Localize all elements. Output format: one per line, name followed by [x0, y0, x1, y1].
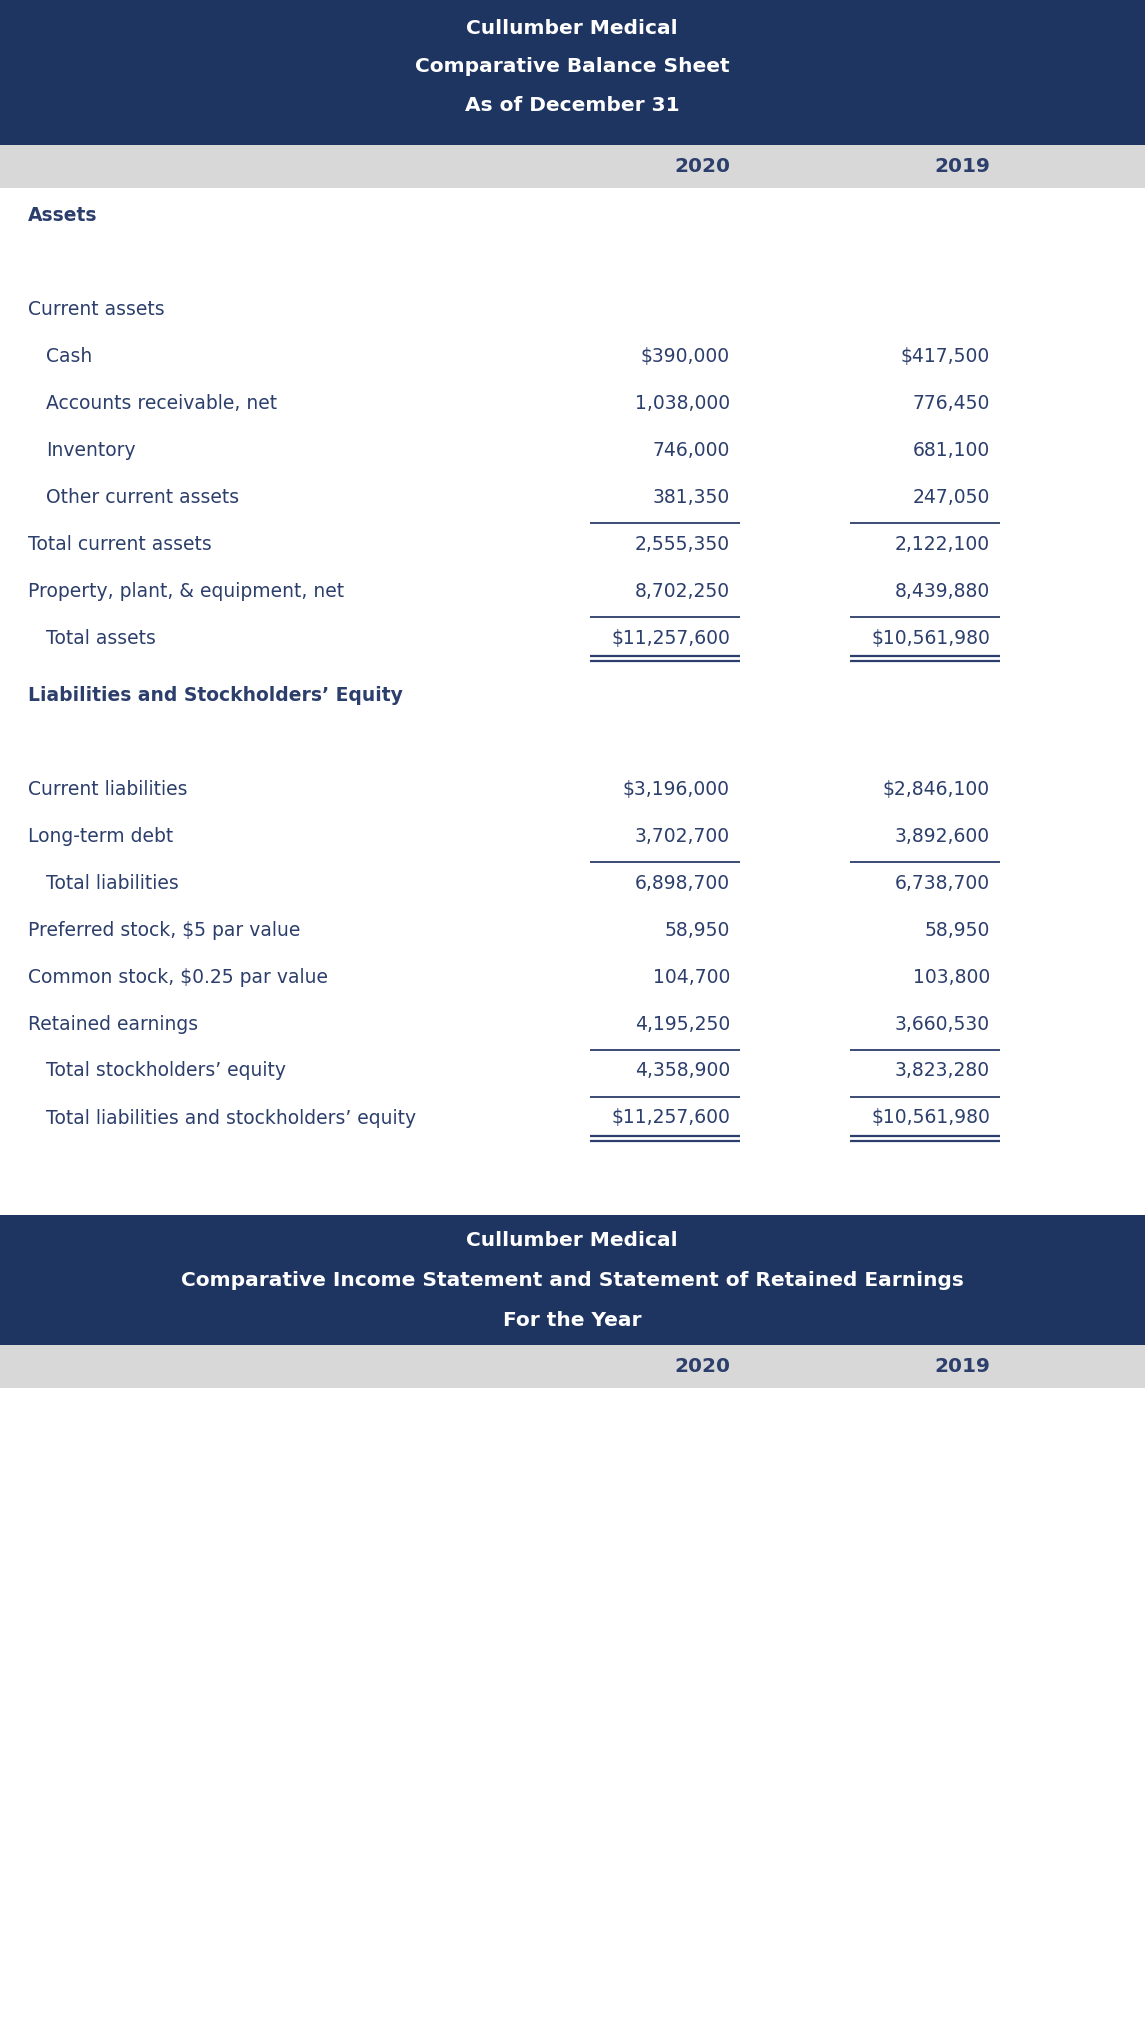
Text: $10,561,980: $10,561,980	[871, 1109, 990, 1127]
Text: Cullumber Medical: Cullumber Medical	[466, 1230, 678, 1250]
Text: $11,257,600: $11,257,600	[611, 1109, 731, 1127]
Text: 3,660,530: 3,660,530	[895, 1014, 990, 1034]
Text: 776,450: 776,450	[913, 394, 990, 413]
Text: $2,846,100: $2,846,100	[883, 779, 990, 799]
Text: 103,800: 103,800	[913, 967, 990, 987]
Text: Common stock, $0.25 par value: Common stock, $0.25 par value	[27, 967, 327, 987]
Text: 381,350: 381,350	[653, 488, 731, 506]
Text: 58,950: 58,950	[925, 920, 990, 939]
Text: 2,122,100: 2,122,100	[895, 534, 990, 554]
Text: Total current assets: Total current assets	[27, 534, 212, 554]
Text: 6,738,700: 6,738,700	[895, 874, 990, 892]
Text: 58,950: 58,950	[664, 920, 731, 939]
Text: Comparative Income Statement and Statement of Retained Earnings: Comparative Income Statement and Stateme…	[181, 1270, 963, 1289]
Text: Total stockholders’ equity: Total stockholders’ equity	[46, 1062, 286, 1080]
Text: 3,892,600: 3,892,600	[895, 827, 990, 846]
Text: As of December 31: As of December 31	[465, 95, 679, 115]
Bar	[0, 146, 1145, 188]
Text: 247,050: 247,050	[913, 488, 990, 506]
Text: Comparative Balance Sheet: Comparative Balance Sheet	[414, 57, 729, 75]
Text: Current liabilities: Current liabilities	[27, 779, 188, 799]
Bar	[0, 1216, 1145, 1345]
Text: Property, plant, & equipment, net: Property, plant, & equipment, net	[27, 581, 345, 601]
Text: Inventory: Inventory	[46, 441, 135, 459]
Text: 2,555,350: 2,555,350	[634, 534, 731, 554]
Bar	[0, 1345, 1145, 1388]
Text: Liabilities and Stockholders’ Equity: Liabilities and Stockholders’ Equity	[27, 686, 403, 704]
Text: 3,823,280: 3,823,280	[895, 1062, 990, 1080]
Text: 8,702,250: 8,702,250	[634, 581, 731, 601]
Text: Cullumber Medical: Cullumber Medical	[466, 18, 678, 38]
Text: Total liabilities: Total liabilities	[46, 874, 179, 892]
Text: Current assets: Current assets	[27, 299, 165, 318]
Text: $390,000: $390,000	[641, 346, 731, 366]
Text: 104,700: 104,700	[653, 967, 731, 987]
Text: For the Year: For the Year	[503, 1311, 641, 1329]
Text: 1,038,000: 1,038,000	[634, 394, 731, 413]
Text: 2019: 2019	[934, 1357, 990, 1376]
Text: 2020: 2020	[674, 1357, 731, 1376]
Text: 681,100: 681,100	[913, 441, 990, 459]
Bar	[0, 0, 1145, 146]
Text: $417,500: $417,500	[901, 346, 990, 366]
Text: $11,257,600: $11,257,600	[611, 629, 731, 647]
Text: Total liabilities and stockholders’ equity: Total liabilities and stockholders’ equi…	[46, 1109, 416, 1127]
Text: $3,196,000: $3,196,000	[623, 779, 731, 799]
Text: Preferred stock, $5 par value: Preferred stock, $5 par value	[27, 920, 300, 939]
Text: 4,358,900: 4,358,900	[634, 1062, 731, 1080]
Text: Long-term debt: Long-term debt	[27, 827, 173, 846]
Text: $10,561,980: $10,561,980	[871, 629, 990, 647]
Text: 6,898,700: 6,898,700	[634, 874, 731, 892]
Text: Accounts receivable, net: Accounts receivable, net	[46, 394, 277, 413]
Text: Cash: Cash	[46, 346, 93, 366]
Text: 3,702,700: 3,702,700	[634, 827, 731, 846]
Text: 2020: 2020	[674, 158, 731, 176]
Text: 4,195,250: 4,195,250	[634, 1014, 731, 1034]
Text: Other current assets: Other current assets	[46, 488, 239, 506]
Text: 746,000: 746,000	[653, 441, 731, 459]
Text: 2019: 2019	[934, 158, 990, 176]
Text: Assets: Assets	[27, 206, 97, 225]
Text: 8,439,880: 8,439,880	[894, 581, 990, 601]
Text: Total assets: Total assets	[46, 629, 156, 647]
Text: Retained earnings: Retained earnings	[27, 1014, 198, 1034]
